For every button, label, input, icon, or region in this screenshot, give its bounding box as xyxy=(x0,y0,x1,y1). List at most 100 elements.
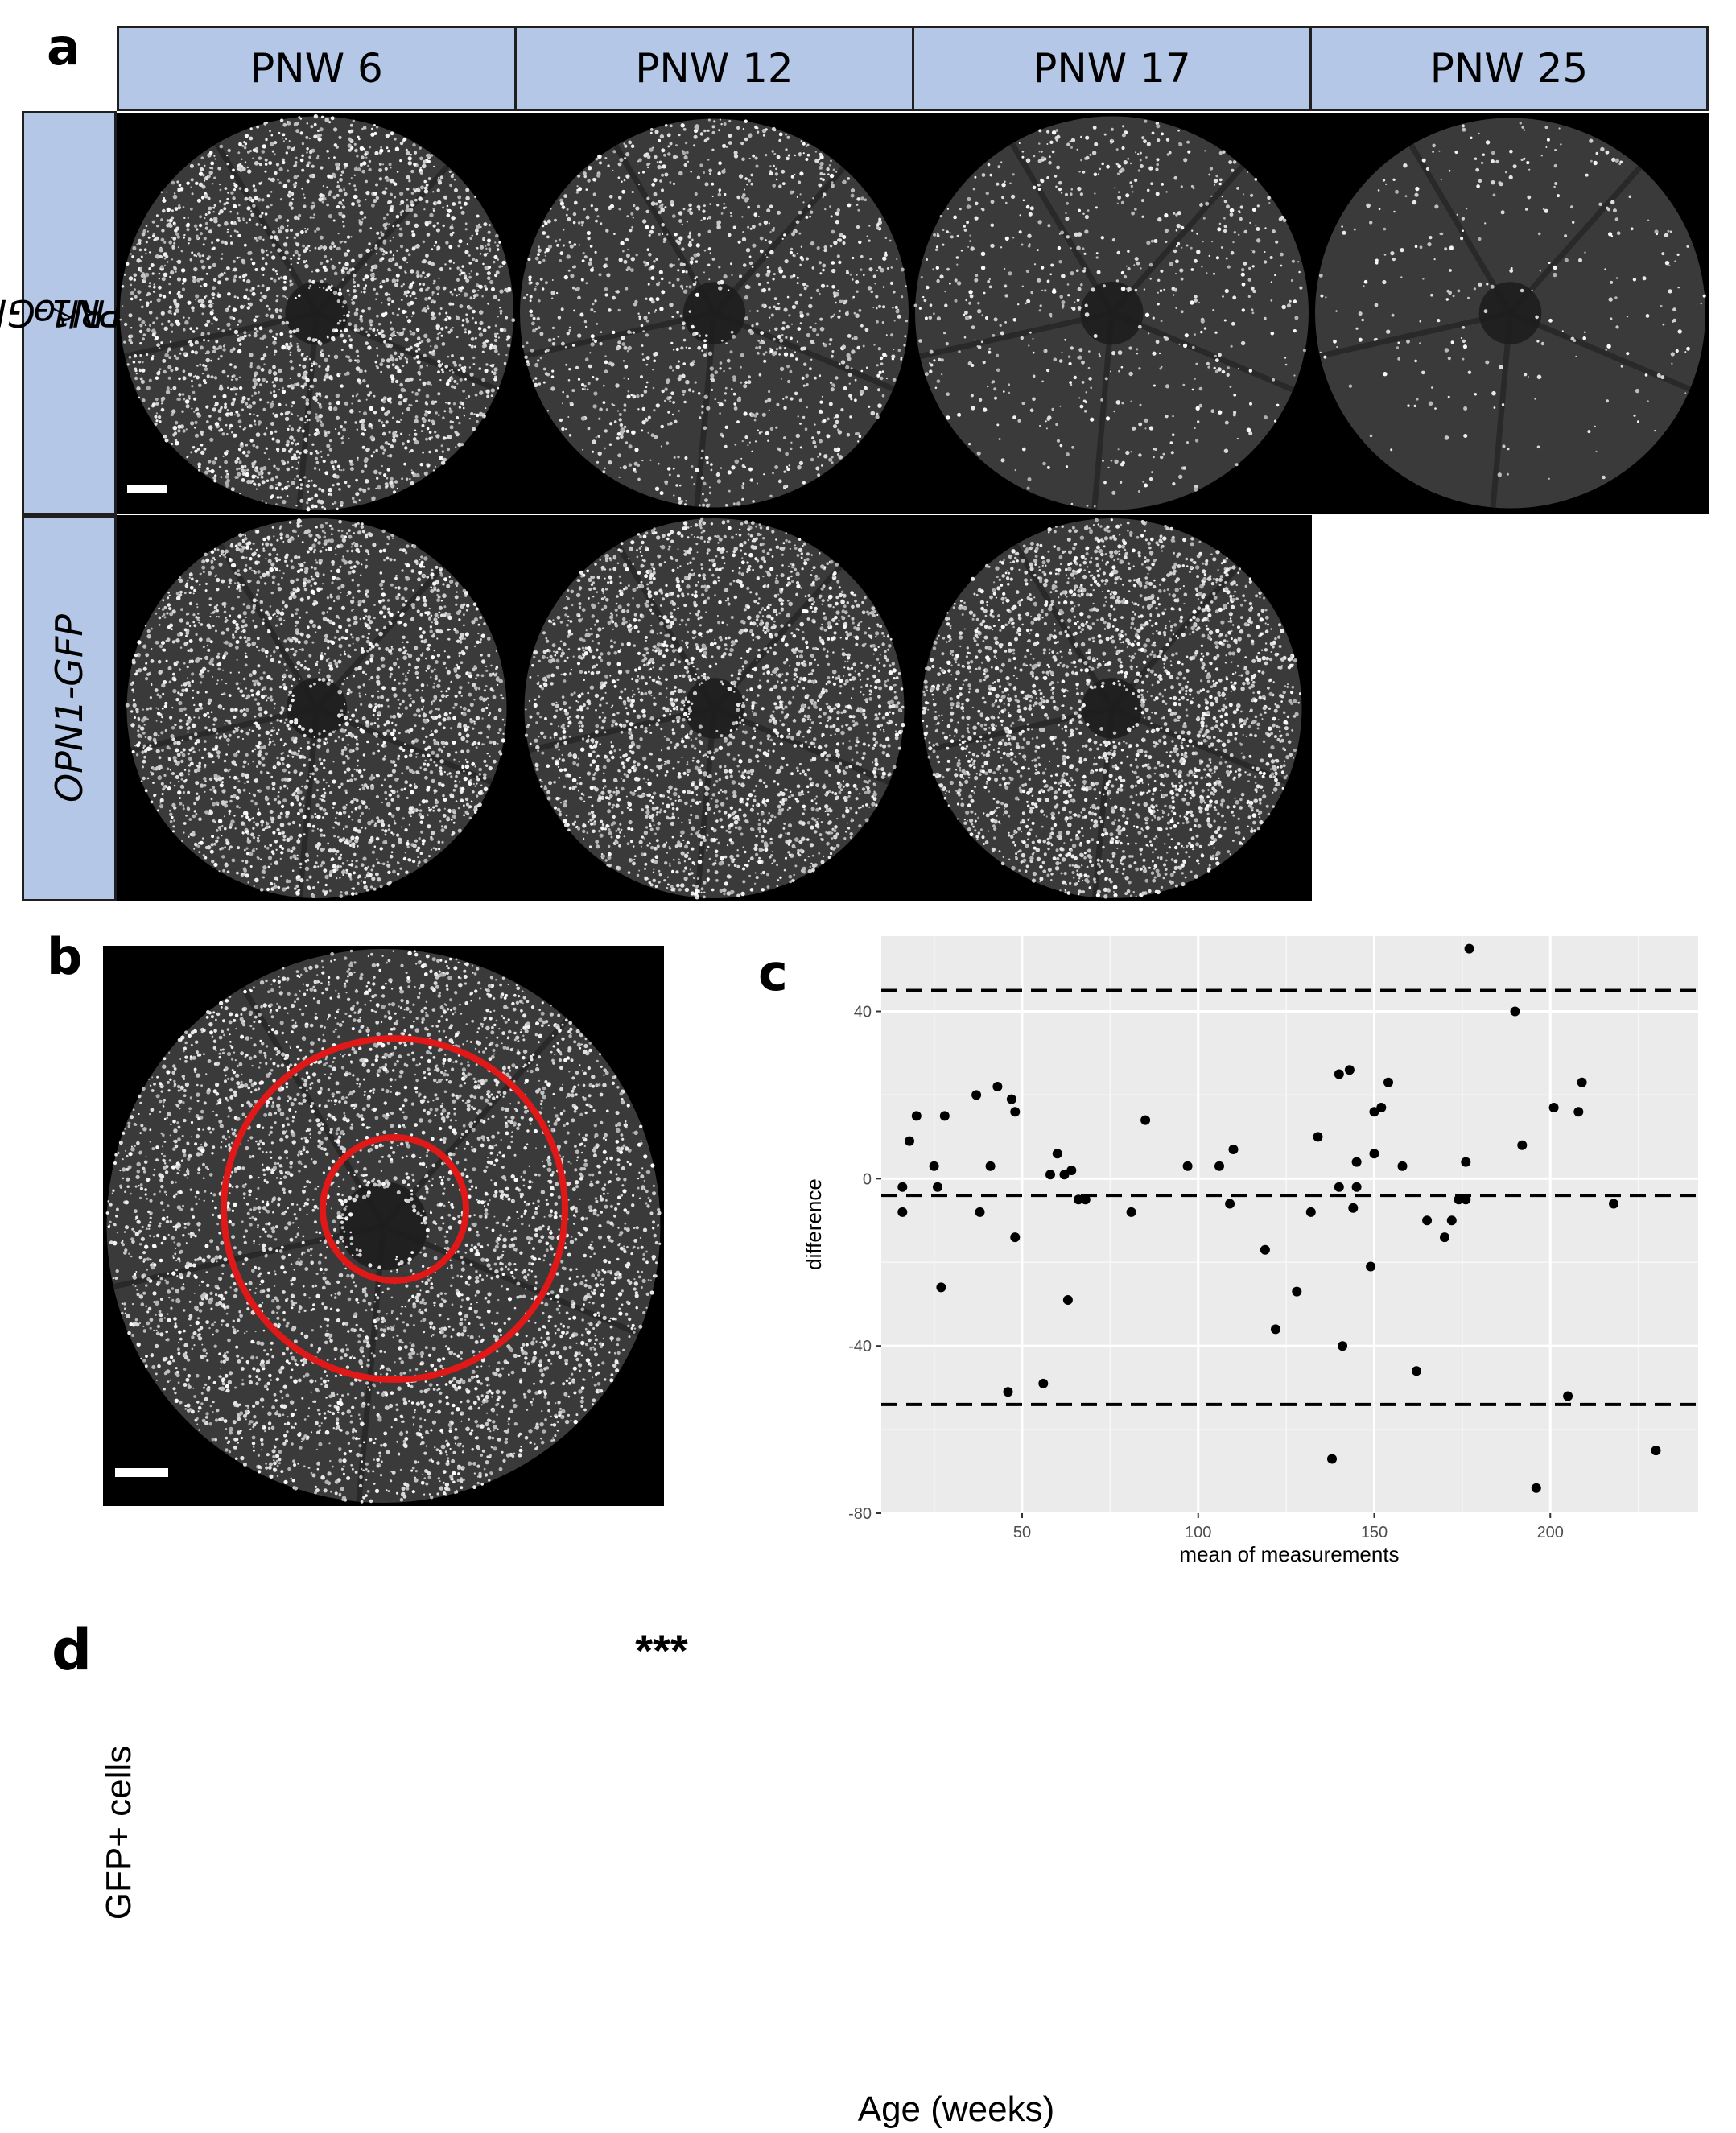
data-point xyxy=(1422,1215,1433,1226)
data-point xyxy=(1577,1077,1587,1087)
column-header-pnw25-label: PNW 25 xyxy=(1429,45,1589,92)
y-tick-label: -80 xyxy=(848,1505,872,1523)
growth-curve-plot: 0501001502006121725 *** Age (weeks) GFP+… xyxy=(99,1625,1055,2129)
scale-bar-panel-b xyxy=(115,1468,168,1477)
x-axis-label: Age (weeks) xyxy=(858,2090,1055,2129)
data-point xyxy=(1305,1207,1316,1217)
data-point xyxy=(1609,1199,1618,1209)
data-point xyxy=(1010,1232,1021,1243)
x-tick-label: 200 xyxy=(1537,1524,1564,1541)
data-point xyxy=(1074,1194,1083,1205)
plot-background xyxy=(881,936,1698,1513)
data-point xyxy=(1327,1454,1337,1464)
y-tick-label: 0 xyxy=(863,1170,872,1188)
data-point xyxy=(1010,1107,1021,1117)
data-point xyxy=(1397,1161,1408,1171)
x-tick-label: 100 xyxy=(1185,1524,1211,1541)
data-point xyxy=(1563,1391,1573,1401)
outer-region-ring xyxy=(221,1035,568,1383)
reference-lines xyxy=(881,988,1698,1406)
data-point xyxy=(1052,1149,1062,1159)
fundus-image-opn1-pnw17 xyxy=(912,515,1312,901)
panel-c-label: c xyxy=(758,943,788,1002)
data-point xyxy=(1006,1094,1016,1104)
fundus-image-opn1-pnw12 xyxy=(517,515,912,901)
data-point xyxy=(1344,1065,1355,1075)
data-point xyxy=(1214,1161,1224,1171)
y-axis-label: difference xyxy=(802,1178,826,1270)
significance-annotation: *** xyxy=(635,1625,688,1676)
fundus-image-opn1-pnw6 xyxy=(117,515,517,901)
data-point xyxy=(1045,1170,1055,1180)
data-point xyxy=(1461,1157,1471,1167)
data-point xyxy=(1517,1140,1528,1150)
data-point xyxy=(971,1090,982,1100)
data-point xyxy=(1573,1107,1584,1117)
data-point xyxy=(975,1207,985,1217)
inner-region-ring xyxy=(320,1134,469,1284)
data-point xyxy=(1059,1170,1070,1180)
data-point xyxy=(1182,1161,1193,1171)
data-point xyxy=(1383,1077,1393,1087)
data-point xyxy=(1140,1115,1151,1125)
data-point xyxy=(905,1136,914,1146)
data-point xyxy=(1651,1446,1661,1456)
data-point xyxy=(1271,1324,1280,1335)
data-point xyxy=(1454,1194,1464,1205)
data-point xyxy=(1510,1006,1520,1017)
data-point xyxy=(1313,1132,1323,1142)
data-point xyxy=(1292,1286,1302,1297)
fundus-texture xyxy=(913,116,1309,510)
fundus-texture xyxy=(119,113,516,512)
panel-a-label: a xyxy=(47,18,80,76)
data-point xyxy=(1334,1069,1344,1079)
fundus-texture xyxy=(125,518,507,898)
data-point xyxy=(1369,1149,1379,1159)
fundus-texture xyxy=(520,118,909,508)
data-point xyxy=(1003,1387,1013,1397)
row-header-rho-ko: Rho-/-, OPN1-GFP xyxy=(0,111,175,515)
data-point xyxy=(1228,1145,1239,1154)
fundus-image-rho-pnw6 xyxy=(117,113,517,514)
data-point xyxy=(1351,1182,1362,1192)
x-axis-label: mean of measurements xyxy=(1179,1542,1399,1566)
region-rings xyxy=(221,1035,568,1383)
panel-d-label: d xyxy=(52,1617,93,1683)
data-point xyxy=(1464,943,1474,954)
data-point xyxy=(1412,1366,1421,1376)
fundus-image-rho-pnw17 xyxy=(912,113,1312,514)
column-header-pnw17-label: PNW 17 xyxy=(1033,45,1191,92)
axis-ticks: 50 100 150 200 -80 -40 0 40 xyxy=(848,1004,1564,1541)
data-point xyxy=(911,1111,922,1121)
data-point xyxy=(1548,1103,1559,1112)
data-point xyxy=(1446,1215,1457,1226)
data-point xyxy=(929,1161,939,1171)
data-point xyxy=(1531,1483,1541,1493)
data-point xyxy=(1348,1203,1359,1213)
data-point xyxy=(1225,1199,1235,1209)
grid-lines xyxy=(881,936,1698,1515)
y-tick-label: 40 xyxy=(854,1004,872,1021)
fundus-texture xyxy=(524,517,905,900)
data-points xyxy=(897,943,1661,1493)
row-header-opn1-label: OPN1-GFP xyxy=(47,613,91,803)
data-point xyxy=(1338,1341,1348,1351)
data-point xyxy=(985,1161,996,1171)
fundus-texture xyxy=(105,949,662,1504)
x-tick-label: 50 xyxy=(1013,1524,1031,1541)
data-point xyxy=(1366,1261,1376,1272)
data-point xyxy=(1461,1194,1471,1205)
data-point xyxy=(992,1082,1003,1091)
fundus-image-panel-b xyxy=(103,946,664,1506)
fundus-image-rho-pnw25 xyxy=(1312,113,1709,514)
column-header-pnw12: PNW 12 xyxy=(514,26,914,111)
data-point xyxy=(936,1282,946,1293)
data-point xyxy=(1376,1103,1387,1112)
x-tick-label: 150 xyxy=(1361,1524,1388,1541)
data-point xyxy=(1080,1194,1091,1205)
panel-b-label: b xyxy=(47,927,83,986)
bland-altman-plot: 50 100 150 200 -80 -40 0 40 mean of measurement… xyxy=(802,936,1698,1566)
fundus-image-rho-pnw12 xyxy=(517,113,912,514)
data-point xyxy=(1260,1244,1270,1255)
data-point xyxy=(933,1182,942,1192)
